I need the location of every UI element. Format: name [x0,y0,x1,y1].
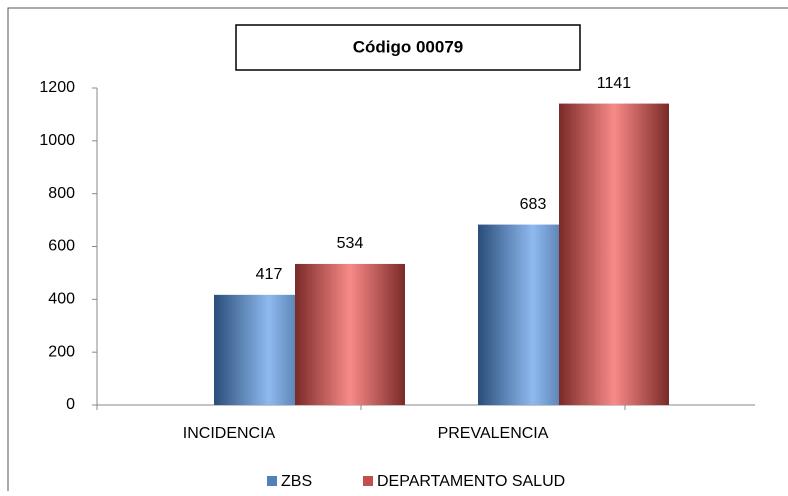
y-tick-label: 800 [48,185,75,202]
value-label: 1141 [597,75,632,92]
y-tick-label: 0 [66,396,75,413]
legend-marker [267,476,277,486]
legend-marker [363,476,373,486]
bar [295,263,405,405]
title-box [235,24,581,71]
chart-frame [7,7,788,496]
legend-label: DEPARTAMENTO SALUD [377,473,565,490]
bar [559,103,669,406]
chart-title: Código 00079 [353,37,464,56]
y-tick-label: 1200 [39,79,75,96]
value-label: 683 [520,196,547,213]
y-tick-label: 200 [48,343,75,360]
y-tick-label: 400 [48,291,75,308]
x-tick-label: PREVALENCIA [438,425,549,442]
value-label: 534 [337,235,364,252]
y-tick-label: 1000 [39,132,75,149]
x-tick-label: INCIDENCIA [183,425,276,442]
legend-label: ZBS [281,473,312,490]
y-tick-label: 600 [48,238,75,255]
value-label: 417 [256,266,283,283]
